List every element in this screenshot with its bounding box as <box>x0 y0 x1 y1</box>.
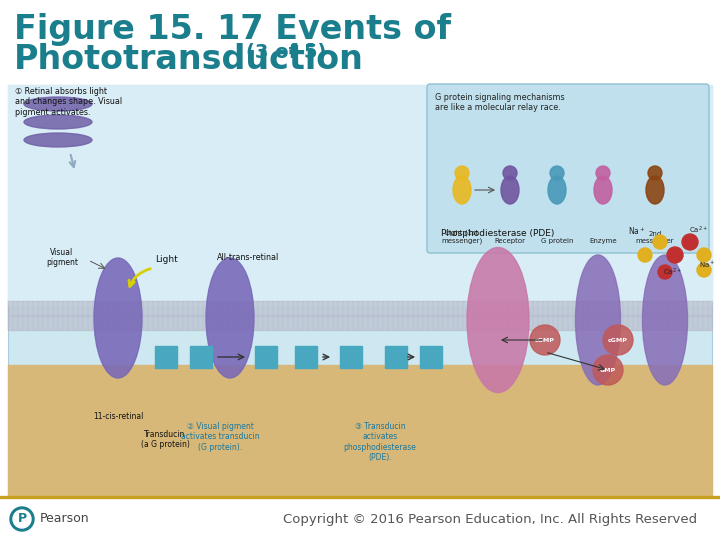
Ellipse shape <box>94 258 142 378</box>
Bar <box>0 496 720 498</box>
Text: All-trans-retinal: All-trans-retinal <box>217 253 279 262</box>
FancyBboxPatch shape <box>8 85 712 495</box>
Circle shape <box>13 510 31 528</box>
Circle shape <box>455 166 469 180</box>
Text: Na$^+$: Na$^+$ <box>699 260 715 270</box>
Bar <box>340 346 362 368</box>
Text: G protein: G protein <box>541 238 573 244</box>
Text: Transducin
(a G protein): Transducin (a G protein) <box>140 430 189 449</box>
Bar <box>385 346 407 368</box>
Bar <box>0 498 720 540</box>
Ellipse shape <box>206 258 254 378</box>
Circle shape <box>658 265 672 279</box>
Text: Copyright © 2016 Pearson Education, Inc. All Rights Reserved: Copyright © 2016 Pearson Education, Inc.… <box>283 512 697 525</box>
Circle shape <box>550 166 564 180</box>
Text: Phototransduction: Phototransduction <box>14 43 364 76</box>
Circle shape <box>638 248 652 262</box>
Text: Na$^+$: Na$^+$ <box>629 225 646 237</box>
Circle shape <box>10 507 34 531</box>
Circle shape <box>648 166 662 180</box>
Text: 2nd
messenger: 2nd messenger <box>636 231 674 244</box>
Ellipse shape <box>24 97 92 111</box>
Bar <box>155 346 177 368</box>
Circle shape <box>596 166 610 180</box>
Ellipse shape <box>501 176 519 204</box>
Text: cGMP: cGMP <box>608 338 628 342</box>
Ellipse shape <box>594 176 612 204</box>
Text: P: P <box>17 512 27 525</box>
Circle shape <box>682 234 698 250</box>
Text: Light: Light <box>155 255 178 264</box>
Text: Enzyme: Enzyme <box>589 238 617 244</box>
Circle shape <box>603 325 633 355</box>
Ellipse shape <box>453 176 471 204</box>
Bar <box>420 346 442 368</box>
Text: Visual
pigment: Visual pigment <box>46 248 78 267</box>
Bar <box>8 301 712 315</box>
Text: ③ Transducin
activates
phosphodiesterase
(PDE).: ③ Transducin activates phosphodiesterase… <box>343 422 416 462</box>
Text: (3 of 5): (3 of 5) <box>246 43 326 62</box>
Text: GMP: GMP <box>600 368 616 373</box>
Circle shape <box>697 248 711 262</box>
Circle shape <box>530 325 560 355</box>
Circle shape <box>593 355 623 385</box>
Ellipse shape <box>24 133 92 147</box>
Ellipse shape <box>575 255 621 385</box>
Bar <box>295 346 317 368</box>
FancyBboxPatch shape <box>427 84 709 253</box>
Text: cGMP: cGMP <box>535 338 555 342</box>
Text: Ca$^{2+}$: Ca$^{2+}$ <box>662 266 682 278</box>
Circle shape <box>503 166 517 180</box>
Text: Pearson: Pearson <box>40 512 89 525</box>
Text: Ca$^{2+}$: Ca$^{2+}$ <box>688 225 708 237</box>
Text: Receptor: Receptor <box>495 238 526 244</box>
Circle shape <box>667 247 683 263</box>
Ellipse shape <box>24 115 92 129</box>
Text: Figure 15. 17 Events of: Figure 15. 17 Events of <box>14 13 451 46</box>
Text: Light (1st
messenger): Light (1st messenger) <box>441 230 482 244</box>
Bar <box>8 85 712 305</box>
Bar <box>190 346 212 368</box>
Text: ① Retinal absorbs light
and changes shape. Visual
pigment activates.: ① Retinal absorbs light and changes shap… <box>15 87 122 117</box>
Bar <box>255 346 277 368</box>
Bar <box>8 316 712 330</box>
Text: 11-cis-retinal: 11-cis-retinal <box>93 412 143 421</box>
Text: G protein signaling mechanisms
are like a molecular relay race.: G protein signaling mechanisms are like … <box>435 93 564 112</box>
Ellipse shape <box>548 176 566 204</box>
Bar <box>8 365 712 495</box>
Circle shape <box>653 235 667 249</box>
Ellipse shape <box>467 247 529 393</box>
Ellipse shape <box>642 255 688 385</box>
Text: ② Visual pigment
activates transducin
(G protein).: ② Visual pigment activates transducin (G… <box>181 422 259 452</box>
Text: Phosphodiesterase (PDE): Phosphodiesterase (PDE) <box>441 229 554 238</box>
Ellipse shape <box>646 176 664 204</box>
Circle shape <box>697 263 711 277</box>
